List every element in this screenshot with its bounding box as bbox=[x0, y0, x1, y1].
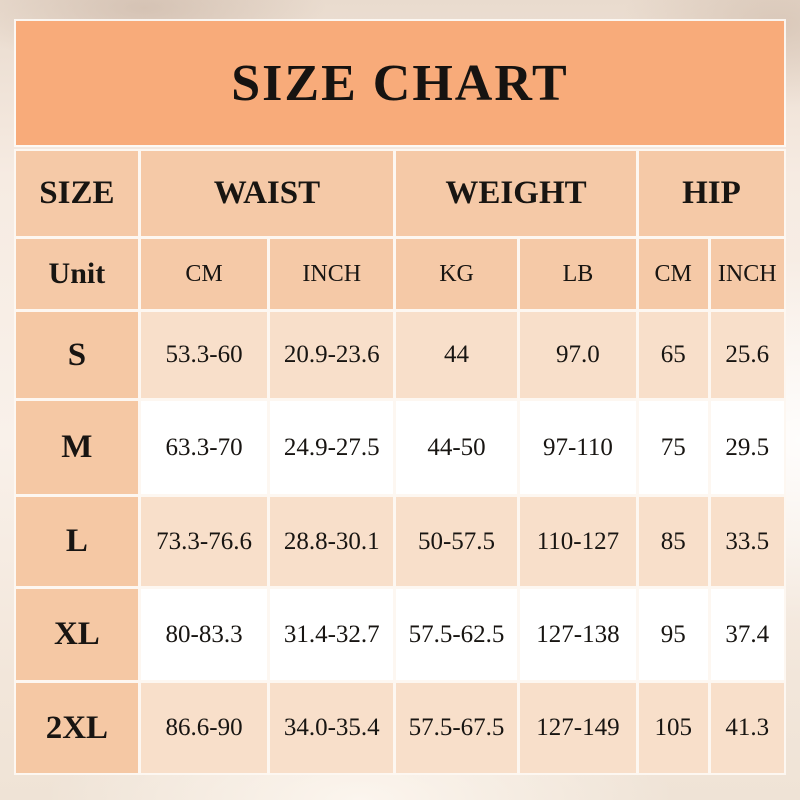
cell-2xl-weight-kg: 57.5-67.5 bbox=[396, 683, 517, 773]
page-title: SIZE CHART bbox=[231, 54, 569, 112]
cell-m-waist-inch: 24.9-27.5 bbox=[270, 401, 394, 494]
column-group-weight: WEIGHT bbox=[396, 151, 636, 236]
cell-l-weight-kg: 50-57.5 bbox=[396, 497, 517, 586]
unit-header-weight-lb: LB bbox=[519, 239, 636, 309]
cell-2xl-hip-cm: 105 bbox=[638, 683, 708, 773]
row-label-2xl: 2XL bbox=[16, 683, 138, 773]
cell-m-hip-cm: 75 bbox=[638, 401, 708, 494]
column-group-waist: WAIST bbox=[140, 151, 394, 236]
cell-l-hip-inch: 33.5 bbox=[710, 497, 784, 586]
unit-header-weight-kg: KG bbox=[396, 239, 517, 309]
row-label-xl: XL bbox=[16, 589, 138, 680]
cell-2xl-waist-inch: 34.0-35.4 bbox=[270, 683, 394, 773]
row-label-l: L bbox=[16, 497, 138, 586]
cell-m-hip-inch: 29.5 bbox=[710, 401, 784, 494]
cell-m-waist-cm: 63.3-70 bbox=[140, 401, 268, 494]
cell-s-hip-inch: 25.6 bbox=[710, 312, 784, 398]
unit-header-hip-cm: CM bbox=[638, 239, 708, 309]
cell-s-waist-inch: 20.9-23.6 bbox=[270, 312, 394, 398]
size-chart-table: SIZE WAIST WEIGHT HIP Unit CM INCH KG LB… bbox=[14, 149, 786, 775]
cell-s-weight-kg: 44 bbox=[396, 312, 517, 398]
cell-s-waist-cm: 53.3-60 bbox=[140, 312, 268, 398]
cell-m-weight-kg: 44-50 bbox=[396, 401, 517, 494]
cell-xl-weight-kg: 57.5-62.5 bbox=[396, 589, 517, 680]
cell-xl-weight-lb: 127-138 bbox=[519, 589, 636, 680]
cell-xl-hip-inch: 37.4 bbox=[710, 589, 784, 680]
cell-xl-waist-cm: 80-83.3 bbox=[140, 589, 268, 680]
size-chart-title-banner: SIZE CHART bbox=[16, 21, 784, 145]
row-label-s: S bbox=[16, 312, 138, 398]
unit-header-hip-inch: INCH bbox=[710, 239, 784, 309]
unit-row-label: Unit bbox=[16, 239, 138, 309]
unit-header-waist-cm: CM bbox=[140, 239, 268, 309]
cell-2xl-hip-inch: 41.3 bbox=[710, 683, 784, 773]
cell-s-weight-lb: 97.0 bbox=[519, 312, 636, 398]
cell-l-waist-inch: 28.8-30.1 bbox=[270, 497, 394, 586]
cell-l-hip-cm: 85 bbox=[638, 497, 708, 586]
cell-2xl-waist-cm: 86.6-90 bbox=[140, 683, 268, 773]
cell-l-weight-lb: 110-127 bbox=[519, 497, 636, 586]
column-group-hip: HIP bbox=[638, 151, 784, 236]
cell-l-waist-cm: 73.3-76.6 bbox=[140, 497, 268, 586]
cell-2xl-weight-lb: 127-149 bbox=[519, 683, 636, 773]
cell-xl-hip-cm: 95 bbox=[638, 589, 708, 680]
cell-m-weight-lb: 97-110 bbox=[519, 401, 636, 494]
cell-s-hip-cm: 65 bbox=[638, 312, 708, 398]
unit-header-waist-inch: INCH bbox=[270, 239, 394, 309]
column-group-size: SIZE bbox=[16, 151, 138, 236]
row-label-m: M bbox=[16, 401, 138, 494]
cell-xl-waist-inch: 31.4-32.7 bbox=[270, 589, 394, 680]
